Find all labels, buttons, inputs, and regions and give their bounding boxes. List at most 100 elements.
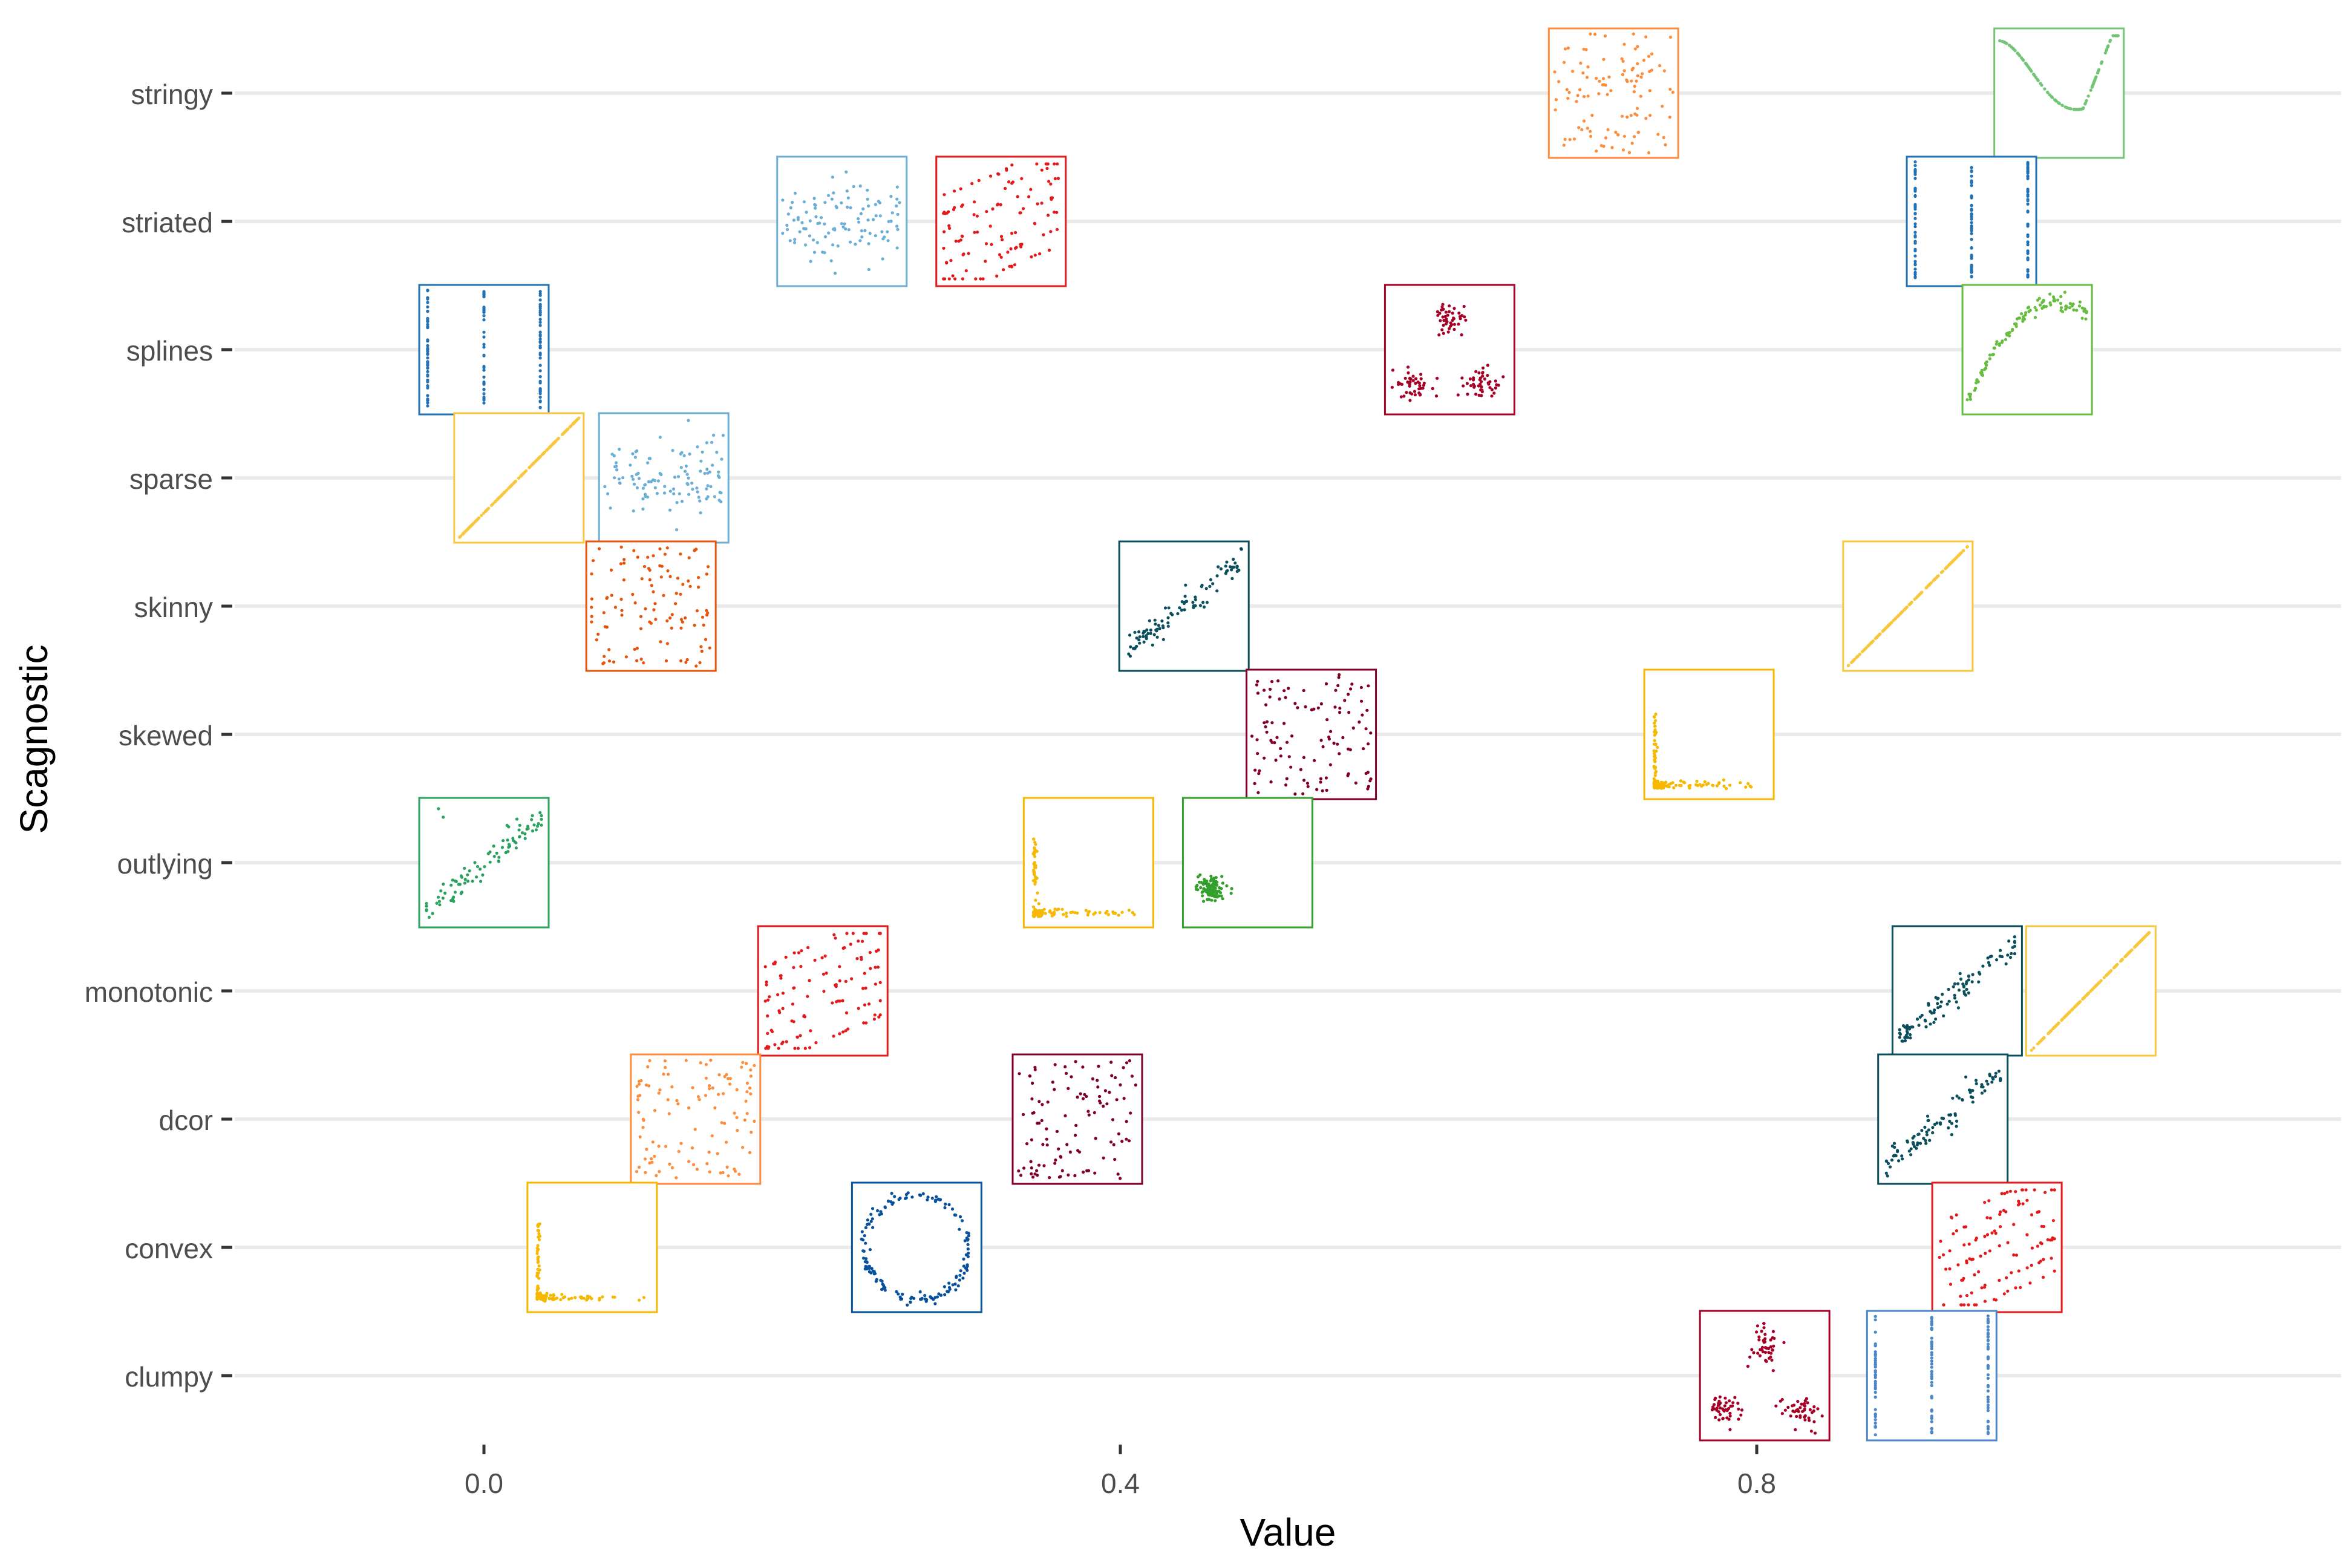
glyph-point [891, 1201, 895, 1204]
glyph-point [426, 344, 430, 348]
glyph-point [477, 516, 481, 520]
glyph-point [426, 318, 430, 322]
glyph-point [1321, 745, 1325, 748]
glyph-point [1405, 391, 1408, 394]
glyph-point [877, 1015, 881, 1019]
glyph-point [463, 878, 467, 881]
glyph-point [1364, 727, 1368, 731]
glyph-point [845, 932, 849, 935]
glyph-point [1364, 771, 1368, 776]
glyph-point [2096, 71, 2100, 74]
glyph-point [538, 340, 542, 344]
glyph-point [1896, 1149, 1900, 1152]
glyph-point [1725, 786, 1728, 791]
glyph-point [1076, 911, 1079, 915]
glyph-point [1487, 382, 1491, 386]
glyph-point [2133, 945, 2137, 949]
glyph-point [1253, 768, 1257, 772]
glyph-point [1687, 784, 1691, 788]
glyph-point [857, 939, 860, 943]
glyph-point [684, 661, 688, 664]
glyph-point [482, 314, 486, 318]
glyph-point [497, 859, 500, 863]
glyph-point [1413, 390, 1417, 393]
glyph-point [449, 883, 453, 887]
glyph-point [1913, 217, 1917, 220]
glyph-point [1065, 911, 1068, 915]
glyph-point [1460, 333, 1463, 337]
glyph-point [1106, 913, 1110, 916]
glyph-point [1463, 315, 1466, 319]
glyph-point [638, 1094, 642, 1097]
glyph-point [1986, 1342, 1990, 1346]
glyph-frame [1246, 668, 1377, 800]
glyph-point [1772, 1344, 1775, 1348]
glyph-point [857, 1007, 860, 1010]
glyph-point [1621, 73, 1625, 76]
glyph-point [1947, 987, 1950, 991]
glyph-point [1205, 601, 1209, 604]
glyph-point [1999, 949, 2002, 952]
glyph-point [814, 1041, 818, 1045]
glyph-point [2010, 952, 2013, 955]
glyph-point [1728, 1399, 1731, 1403]
glyph-point [785, 223, 789, 227]
glyph-point [840, 201, 843, 204]
glyph-point [663, 552, 667, 556]
glyph-point [2013, 952, 2016, 956]
glyph-point [825, 972, 828, 975]
glyph-point [644, 607, 647, 611]
glyph-point [1625, 80, 1629, 83]
glyph-point [482, 395, 486, 399]
glyph-point [1441, 315, 1445, 319]
glyph-point [2002, 1292, 2006, 1296]
glyph-point [482, 345, 486, 349]
glyph-frame [526, 1181, 658, 1313]
glyph-point [784, 955, 788, 959]
glyph-point [1334, 688, 1338, 692]
glyph-point [647, 480, 650, 483]
glyph-point [646, 1065, 650, 1069]
glyph-point [1900, 1154, 1904, 1158]
glyph-point [1609, 89, 1613, 93]
glyph-point [1445, 317, 1448, 321]
glyph-point [1762, 1326, 1766, 1330]
glyph-point [1086, 911, 1090, 915]
glyph-point [1091, 1077, 1094, 1081]
glyph-point [1108, 1091, 1111, 1094]
glyph-point [1661, 105, 1664, 108]
glyph-point [897, 1292, 900, 1296]
glyph-point [995, 274, 999, 278]
glyph-point [1589, 134, 1593, 138]
glyph-point [1361, 713, 1364, 717]
glyph-point [708, 1084, 711, 1088]
glyph-point [549, 445, 552, 448]
glyph-point [1986, 1420, 1990, 1423]
glyph-point [1912, 1134, 1916, 1138]
glyph-point [1166, 621, 1170, 625]
glyph-point [1595, 76, 1598, 80]
glyph-point [1178, 606, 1181, 610]
glyph-point [1944, 1267, 1948, 1271]
glyph-point [1786, 1405, 1790, 1409]
glyph-point [2063, 290, 2066, 294]
glyph-point [869, 1212, 873, 1216]
glyph-point [1744, 785, 1748, 789]
glyph-point [1166, 624, 1170, 628]
glyph-point [1576, 94, 1579, 97]
glyph-point [869, 1220, 873, 1223]
glyph-point [452, 895, 456, 899]
glyph-point [1031, 1175, 1035, 1179]
glyph-point [1974, 1238, 1978, 1242]
glyph-point [1970, 238, 1973, 241]
glyph-point [1653, 739, 1656, 742]
glyph-point [1408, 380, 1412, 384]
glyph-point [681, 620, 684, 624]
glyph-point [1117, 913, 1120, 917]
glyph-point [1442, 324, 1445, 327]
glyph-point [2080, 316, 2084, 320]
glyph-point [1760, 1330, 1763, 1333]
glyph-point [1053, 1161, 1057, 1165]
glyph-point [692, 1163, 696, 1166]
glyph-point [1477, 384, 1480, 388]
